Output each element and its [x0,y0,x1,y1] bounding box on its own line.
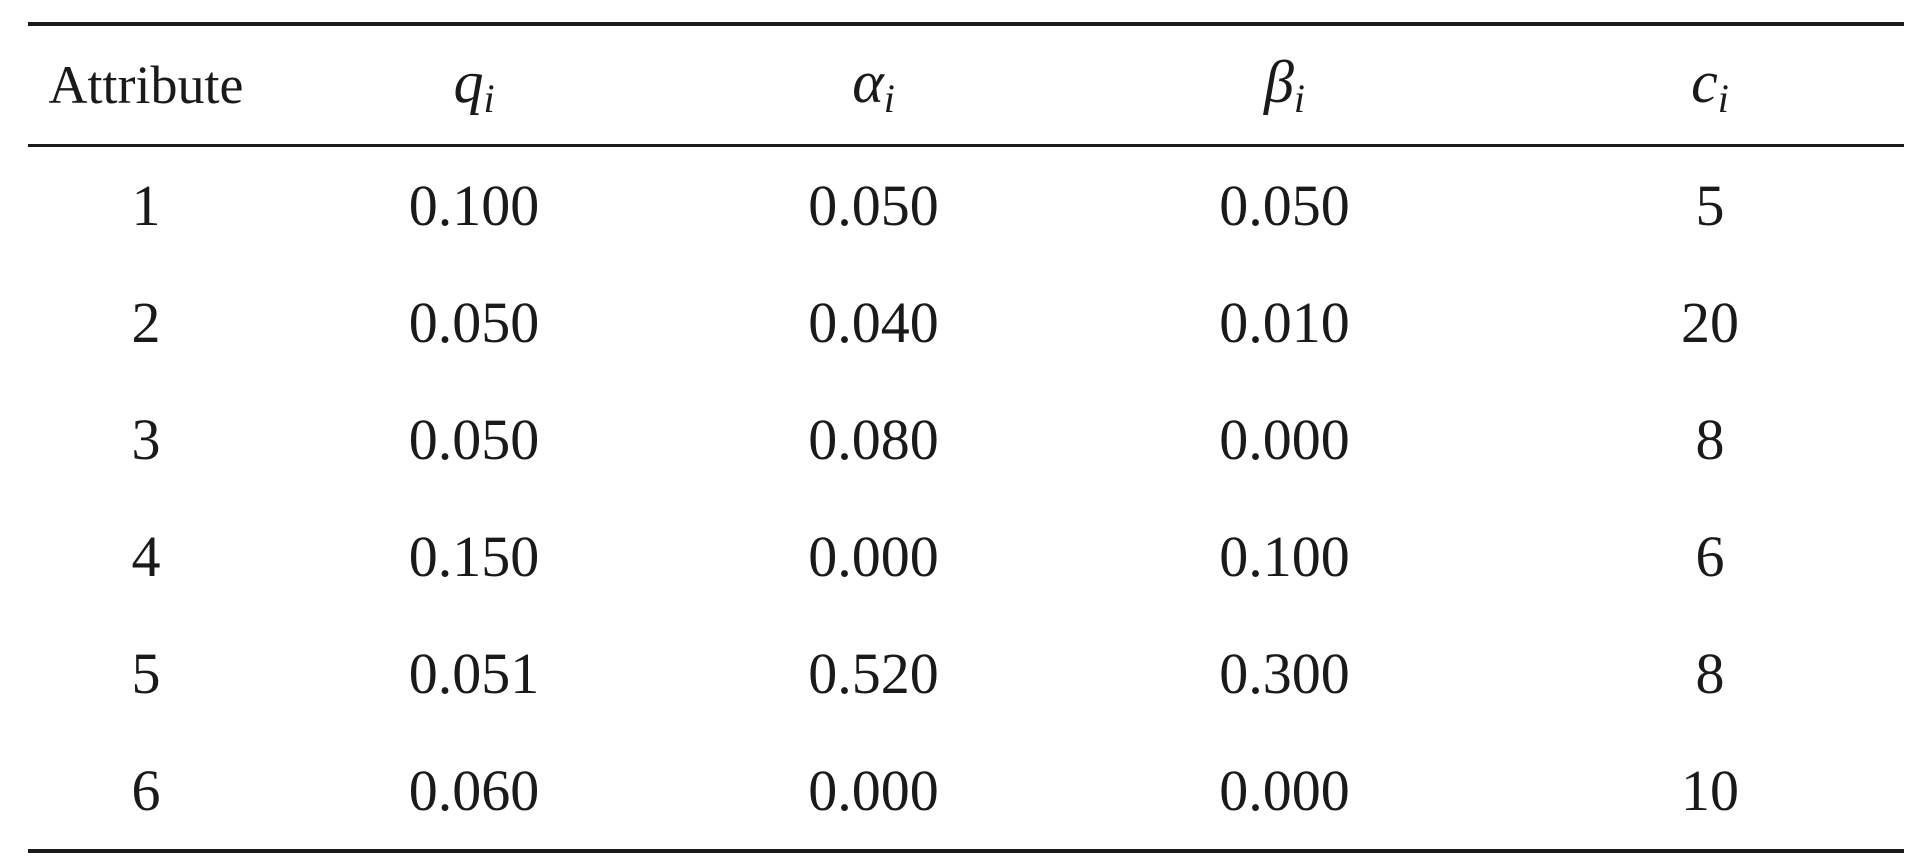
header-c-i: ci [1456,24,1904,146]
table-header: Attribute qi αi βi ci [28,24,1904,146]
cell-q: 0.100 [408,173,540,238]
header-c-base: c [1691,49,1718,115]
cell-beta: 0.000 [1219,758,1350,823]
cell-c: 10 [1681,758,1739,823]
cell-c: 8 [1695,641,1725,706]
cell-attribute: 3 [131,407,161,472]
header-c-subscript: i [1717,76,1729,121]
cell-c: 8 [1695,407,1725,472]
cell-q: 0.060 [408,758,540,823]
table-row: 3 0.050 0.080 0.000 8 [28,381,1904,498]
header-q-base: q [453,49,484,115]
cell-beta: 0.300 [1219,641,1350,706]
header-attribute: Attribute [48,55,244,115]
cell-attribute: 4 [131,524,161,589]
header-beta-i: βi [1083,24,1456,146]
cell-beta: 0.050 [1219,173,1350,238]
cell-c: 6 [1695,524,1725,589]
cell-q: 0.051 [408,641,540,706]
header-q-i: qi [334,24,709,146]
table-row: 2 0.050 0.040 0.010 20 [28,264,1904,381]
cell-alpha: 0.040 [808,290,939,355]
cell-q: 0.050 [408,407,540,472]
header-alpha-subscript: i [883,76,895,121]
header-beta-subscript: i [1293,76,1305,121]
cell-c: 5 [1695,173,1725,238]
parameter-table-container: Attribute qi αi βi ci 1 0.100 0.050 0.05… [28,22,1904,853]
cell-alpha: 0.000 [808,758,939,823]
table-row: 4 0.150 0.000 0.100 6 [28,498,1904,615]
cell-beta: 0.100 [1219,524,1350,589]
table-row: 5 0.051 0.520 0.300 8 [28,615,1904,732]
attribute-parameter-table: Attribute qi αi βi ci 1 0.100 0.050 0.05… [28,22,1904,853]
table-row: 6 0.060 0.000 0.000 10 [28,732,1904,851]
header-row: Attribute qi αi βi ci [28,24,1904,146]
cell-beta: 0.010 [1219,290,1350,355]
cell-attribute: 2 [131,290,161,355]
cell-q: 0.050 [408,290,540,355]
header-q-subscript: i [483,76,495,121]
cell-attribute: 6 [131,758,161,823]
cell-c: 20 [1681,290,1739,355]
cell-alpha: 0.520 [808,641,939,706]
cell-attribute: 1 [131,173,161,238]
cell-alpha: 0.080 [808,407,939,472]
cell-alpha: 0.000 [808,524,939,589]
table-body: 1 0.100 0.050 0.050 5 2 0.050 0.040 0.01… [28,146,1904,851]
header-alpha-i: αi [709,24,1083,146]
header-beta-base: β [1263,49,1294,115]
cell-q: 0.150 [408,524,540,589]
cell-beta: 0.000 [1219,407,1350,472]
cell-alpha: 0.050 [808,173,939,238]
table-row: 1 0.100 0.050 0.050 5 [28,146,1904,265]
header-alpha-base: α [852,49,884,115]
cell-attribute: 5 [131,641,161,706]
